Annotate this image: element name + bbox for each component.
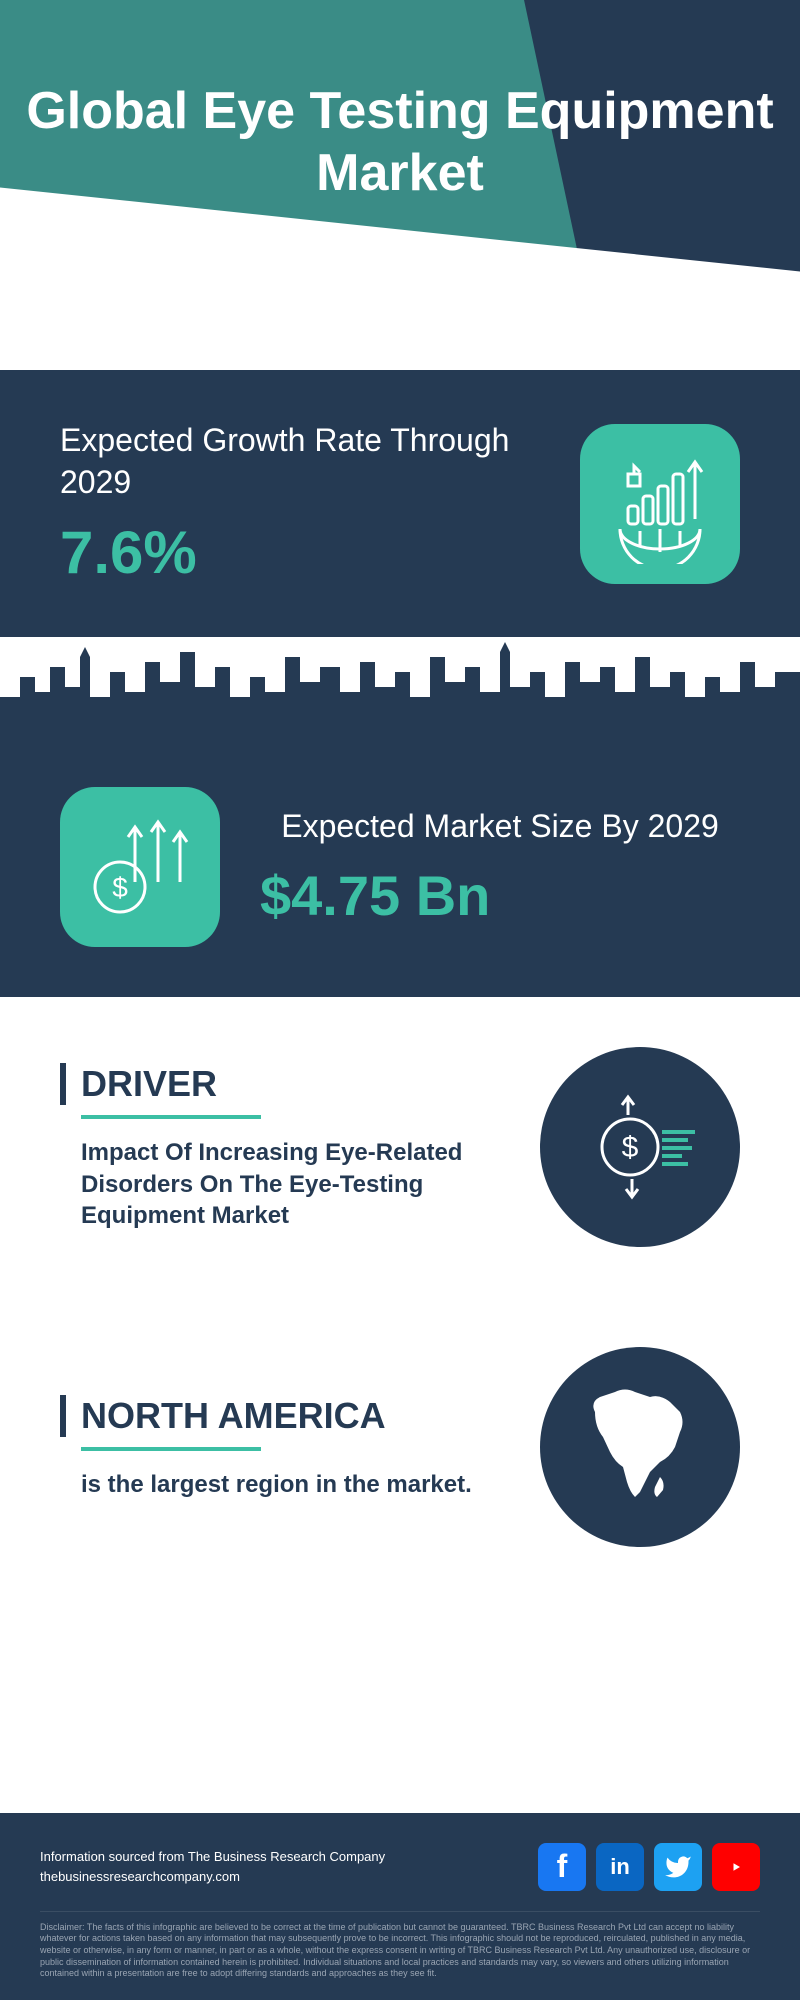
market-size-value: $4.75 Bn xyxy=(260,863,740,928)
growth-rate-band: Expected Growth Rate Through 2029 7.6% xyxy=(0,370,800,637)
growth-rate-value: 7.6% xyxy=(60,518,580,587)
facebook-icon[interactable]: f xyxy=(538,1843,586,1891)
growth-rate-label: Expected Growth Rate Through 2029 xyxy=(60,420,580,503)
header-banner: Global Eye Testing Equipment Market xyxy=(0,0,800,350)
svg-text:$: $ xyxy=(112,872,128,903)
header-shape-cut xyxy=(0,183,800,350)
driver-heading: DRIVER xyxy=(60,1063,500,1105)
driver-section: DRIVER Impact Of Increasing Eye-Related … xyxy=(0,997,800,1297)
region-desc: is the largest region in the market. xyxy=(60,1469,500,1500)
market-size-text: Expected Market Size By 2029 $4.75 Bn xyxy=(260,806,740,928)
market-size-band: $ Expected Market Size By 2029 $4.75 Bn xyxy=(0,737,800,997)
market-size-label: Expected Market Size By 2029 xyxy=(260,806,740,848)
driver-desc: Impact Of Increasing Eye-Related Disorde… xyxy=(60,1137,500,1231)
disclaimer-text: Disclaimer: The facts of this infographi… xyxy=(40,1911,760,1980)
region-text: NORTH AMERICA is the largest region in t… xyxy=(60,1395,500,1500)
region-heading: NORTH AMERICA xyxy=(60,1395,500,1437)
source-line-1: Information sourced from The Business Re… xyxy=(40,1847,385,1867)
twitter-icon[interactable] xyxy=(654,1843,702,1891)
driver-underline xyxy=(81,1115,261,1119)
skyline-divider xyxy=(0,637,800,737)
footer-top-row: Information sourced from The Business Re… xyxy=(40,1843,760,1891)
dollar-arrows-icon: $ xyxy=(60,787,220,947)
social-icons: f in xyxy=(538,1843,760,1891)
footer: Information sourced from The Business Re… xyxy=(0,1813,800,2000)
dollar-flow-icon: $ xyxy=(540,1047,740,1247)
page-title: Global Eye Testing Equipment Market xyxy=(0,80,800,205)
growth-rate-text: Expected Growth Rate Through 2029 7.6% xyxy=(60,420,580,587)
linkedin-icon[interactable]: in xyxy=(596,1843,644,1891)
youtube-icon[interactable] xyxy=(712,1843,760,1891)
driver-text: DRIVER Impact Of Increasing Eye-Related … xyxy=(60,1063,500,1231)
region-underline xyxy=(81,1447,261,1451)
svg-text:$: $ xyxy=(622,1131,639,1164)
region-section: NORTH AMERICA is the largest region in t… xyxy=(0,1297,800,1597)
growth-globe-icon xyxy=(580,424,740,584)
source-line-2: thebusinessresearchcompany.com xyxy=(40,1867,385,1887)
north-america-map-icon xyxy=(540,1347,740,1547)
footer-source: Information sourced from The Business Re… xyxy=(40,1847,385,1886)
